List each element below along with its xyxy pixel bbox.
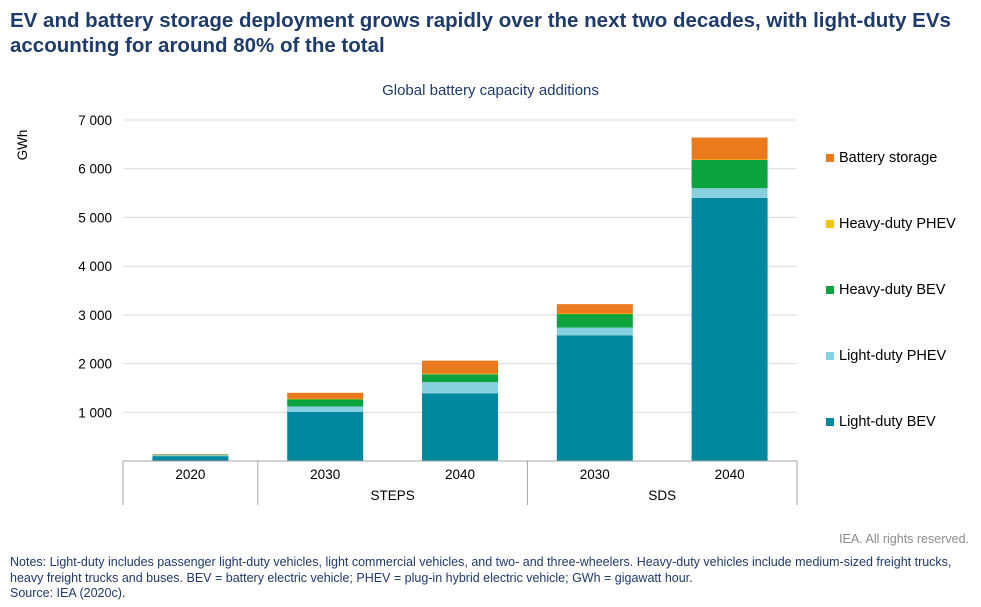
legend-label: Battery storage [839,150,938,166]
legend-label: Light-duty BEV [839,414,936,430]
legend-swatch [826,220,834,228]
y-tick-label: 6 000 [78,162,112,177]
bar-segment [422,374,498,383]
credit: IEA. All rights reserved. [839,532,969,546]
legend-item: Light-duty BEV [826,414,936,430]
bar-segment [556,304,633,314]
notes-text: Notes: Light-duty includes passenger lig… [10,555,952,585]
source-text: Source: IEA (2020c). [10,586,126,600]
bar-segment [556,313,633,328]
bar-segment [691,159,768,189]
y-tick-label: 4 000 [78,259,112,274]
x-category-label: 2040 [715,467,745,482]
legend-label: Heavy-duty PHEV [839,216,956,232]
y-tick-label: 1 000 [78,405,112,420]
chart-title: Global battery capacity additions [382,82,599,99]
stacked-bar-chart: 1 000 2 000 3 000 4 000 5 000 6 000 7 000 GWh 20… [15,113,798,505]
x-category-label: 2040 [445,467,475,482]
bar-segment [152,454,229,455]
legend-label: Light-duty PHEV [839,348,947,364]
bar-segment [556,327,633,336]
bar-segment [556,335,633,461]
bar-segment [287,411,364,461]
legend-label: Heavy-duty BEV [839,282,946,298]
legend-swatch [826,286,834,294]
bar-segment [287,406,364,412]
legend-swatch [826,418,834,426]
bar-segment [422,393,498,461]
y-axis-label: GWh [15,130,30,161]
bar-segment [422,360,498,374]
bar-segment [691,159,768,160]
legend-item: Battery storage [826,150,937,166]
y-tick-label: 7 000 [78,113,112,128]
bar-segment [287,398,364,400]
headline: EV and battery storage deployment grows … [10,9,951,57]
y-tick-label: 2 000 [78,357,112,372]
x-category-label: 2030 [580,467,610,482]
bar-segment [556,313,633,315]
y-tick-label: 5 000 [78,210,112,225]
legend-item: Light-duty PHEV [826,348,946,364]
y-tick-label: 3 000 [78,308,112,323]
notes: Notes: Light-duty includes passenger lig… [10,555,975,602]
bar-segment [422,382,498,394]
bar-segment [287,392,364,399]
x-group-label: SDS [648,488,676,503]
legend-item: Heavy-duty PHEV [826,216,956,232]
x-category-label: 2020 [175,467,205,482]
bar-segment [691,197,768,461]
legend-swatch [826,352,834,360]
bar-segment [152,454,229,456]
bar-segment [287,399,364,407]
bar-segment [691,137,768,160]
bar-segment [691,188,768,198]
legend-item: Heavy-duty BEV [826,282,945,298]
x-group-label: STEPS [370,488,414,503]
legend-swatch [826,154,834,162]
x-category-label: 2030 [310,467,340,482]
bar-segment [152,455,229,457]
bar-segment [152,456,229,461]
bar-segment [422,373,498,375]
